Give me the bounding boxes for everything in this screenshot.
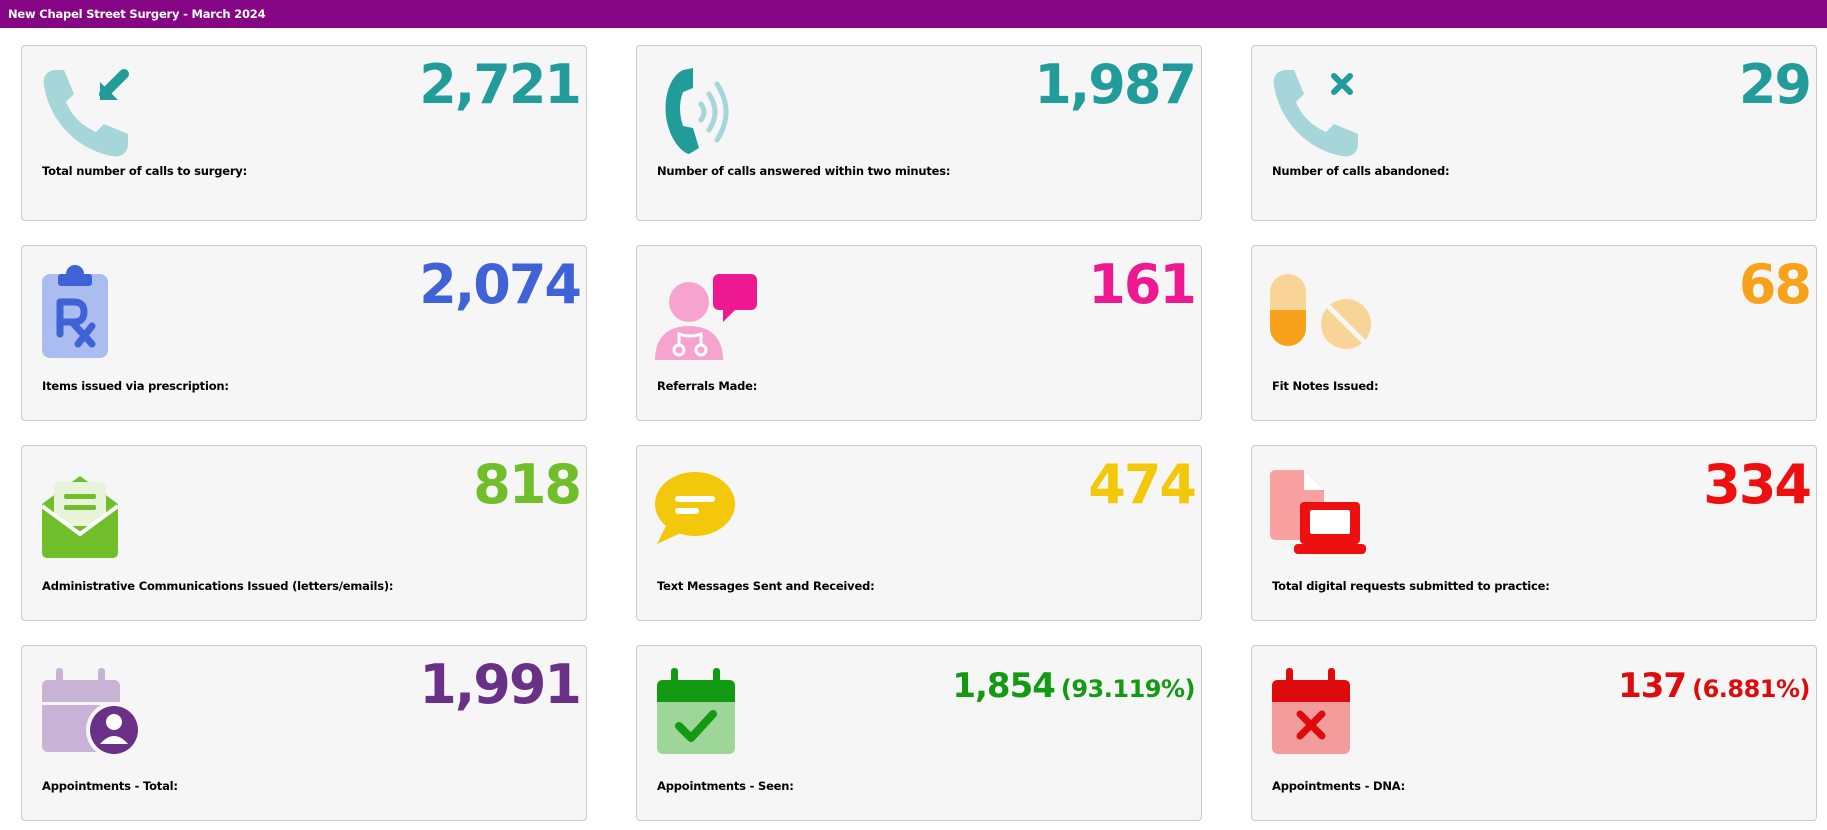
metric-value: 2,074 — [419, 253, 582, 316]
calendar-cross-icon — [1268, 664, 1378, 760]
metric-value: 1,854 (93.119%) — [952, 650, 1195, 725]
metric-label: Total number of calls to surgery: — [42, 164, 248, 178]
metric-label: Appointments - Total: — [42, 779, 178, 793]
metric-value: 68 — [1738, 253, 1812, 316]
phone-missed-icon — [1268, 64, 1378, 160]
metric-label: Administrative Communications Issued (le… — [42, 579, 394, 593]
metric-label: Appointments - Seen: — [657, 779, 794, 793]
metric-label: Referrals Made: — [657, 379, 758, 393]
metric-value: 161 — [1088, 253, 1197, 316]
phone-ringing-icon — [653, 64, 763, 160]
metric-percent: (93.119%) — [1060, 675, 1196, 703]
pills-icon — [1268, 264, 1378, 360]
metric-value: 1,987 — [1034, 53, 1197, 116]
open-envelope-icon — [38, 464, 148, 560]
metric-label: Number of calls answered within two minu… — [657, 164, 951, 178]
metric-value: 1,991 — [419, 653, 582, 716]
phone-incoming-icon — [38, 64, 148, 160]
prescription-clipboard-icon — [38, 264, 148, 360]
metric-value: 818 — [473, 453, 582, 516]
metric-count: 1,854 — [952, 666, 1056, 706]
metric-value: 2,721 — [419, 53, 582, 116]
metric-value: 137 (6.881%) — [1618, 650, 1810, 725]
card-admin-comms: 818 Administrative Communications Issued… — [21, 445, 587, 621]
metric-count: 137 — [1618, 666, 1687, 706]
digital-request-icon — [1268, 464, 1378, 560]
card-appointments-dna: 137 (6.881%) Appointments - DNA: — [1251, 645, 1817, 821]
metric-label: Number of calls abandoned: — [1272, 164, 1450, 178]
card-referrals: 161 Referrals Made: — [636, 245, 1202, 421]
metric-label: Text Messages Sent and Received: — [657, 579, 875, 593]
metric-label: Items issued via prescription: — [42, 379, 229, 393]
metric-value: 334 — [1703, 453, 1812, 516]
card-fit-notes: 68 Fit Notes Issued: — [1251, 245, 1817, 421]
card-prescriptions: 2,074 Items issued via prescription: — [21, 245, 587, 421]
calendar-check-icon — [653, 664, 763, 760]
dashboard-title: New Chapel Street Surgery - March 2024 — [0, 0, 1827, 28]
doctor-message-icon — [653, 264, 763, 360]
card-calls-answered: 1,987 Number of calls answered within tw… — [636, 45, 1202, 221]
card-calls-abandoned: 29 Number of calls abandoned: — [1251, 45, 1817, 221]
card-appointments-total: 1,991 Appointments - Total: — [21, 645, 587, 821]
chat-bubble-icon — [653, 464, 763, 560]
metric-percent: (6.881%) — [1692, 675, 1810, 703]
metric-label: Total digital requests submitted to prac… — [1272, 579, 1550, 593]
metric-value: 29 — [1738, 53, 1812, 116]
metric-value: 474 — [1088, 453, 1197, 516]
card-total-calls: 2,721 Total number of calls to surgery: — [21, 45, 587, 221]
card-digital-requests: 334 Total digital requests submitted to … — [1251, 445, 1817, 621]
calendar-user-icon — [38, 664, 148, 760]
metric-label: Appointments - DNA: — [1272, 779, 1406, 793]
card-text-messages: 474 Text Messages Sent and Received: — [636, 445, 1202, 621]
metric-label: Fit Notes Issued: — [1272, 379, 1379, 393]
card-appointments-seen: 1,854 (93.119%) Appointments - Seen: — [636, 645, 1202, 821]
